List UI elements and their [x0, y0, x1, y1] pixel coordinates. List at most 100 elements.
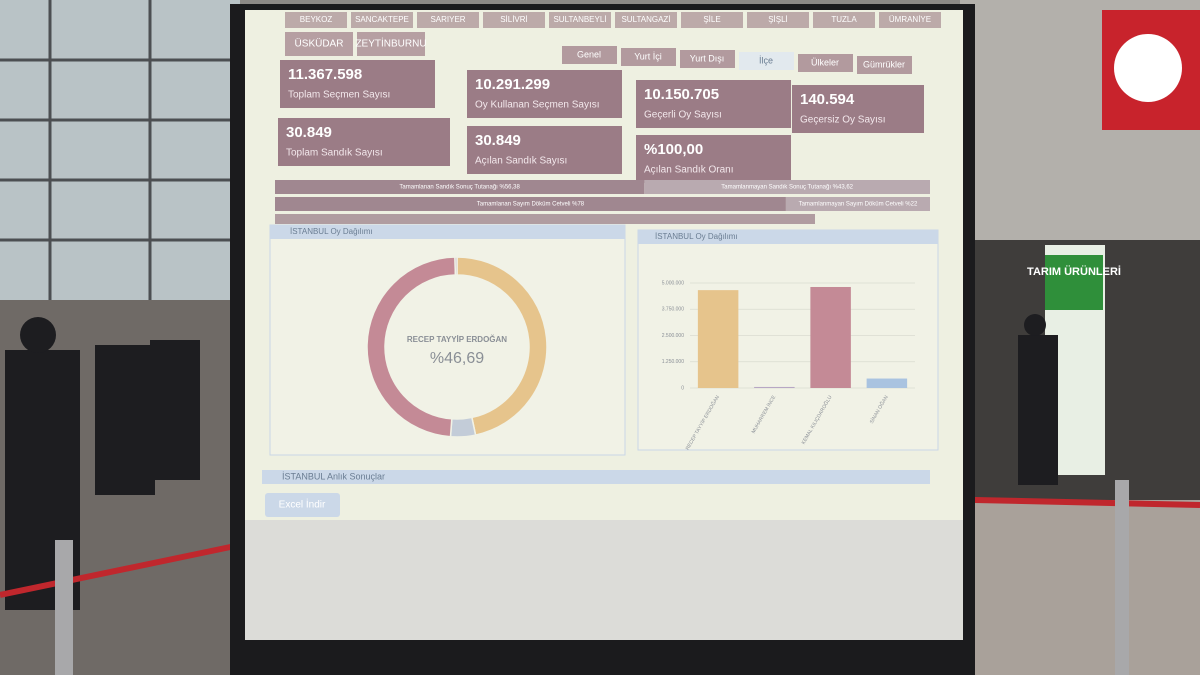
- stat-value: 11.367.598: [288, 66, 362, 83]
- district-tab: [747, 12, 809, 28]
- stat-value: 10.150.705: [644, 86, 719, 103]
- scope-tab: [680, 50, 735, 68]
- y-tick-label: 2.500.000: [662, 333, 684, 339]
- district-tab-label: SİLİVRİ: [500, 15, 528, 24]
- district-tab: [351, 12, 413, 28]
- district-tab-label: SARIYER: [430, 15, 465, 24]
- district-tab-label: ZEYTİNBURNU: [355, 37, 426, 50]
- scope-tab-label: Yurt İçi: [634, 51, 662, 61]
- progress-remaining: [644, 180, 930, 194]
- scope-tab-label: İlçe: [759, 55, 773, 65]
- progress-done: [275, 197, 786, 211]
- district-tab: [879, 12, 941, 28]
- panel-header: [270, 225, 625, 239]
- panel-title: İSTANBUL Oy Dağılımı: [655, 232, 738, 241]
- right-floor: [960, 500, 1200, 675]
- rope-barrier: [974, 497, 1200, 508]
- district-tab: [285, 12, 347, 28]
- stat-label: Açılan Sandık Sayısı: [475, 156, 567, 167]
- barrier-post: [55, 540, 73, 675]
- stat-box: [792, 85, 924, 133]
- stat-label: Geçersiz Oy Sayısı: [800, 115, 886, 126]
- bar: [754, 386, 795, 388]
- district-tab: [357, 32, 425, 56]
- y-tick-label: 3.750.000: [662, 307, 684, 313]
- stat-box: [467, 126, 622, 174]
- stat-box: [278, 118, 450, 166]
- district-tab-label: ŞİLE: [703, 15, 720, 24]
- stat-label: Açılan Sandık Oranı: [644, 165, 734, 176]
- scope-tab: [857, 56, 912, 74]
- results-header: [262, 470, 930, 484]
- scope-tab-label: Genel: [577, 49, 601, 59]
- court-emblem: [1114, 34, 1182, 102]
- scope-tab: [739, 52, 794, 70]
- sign-text: TARIM ÜRÜNLERİ: [1027, 265, 1121, 278]
- district-tab: [483, 12, 545, 28]
- y-tick-label: 5.000.000: [662, 280, 684, 286]
- panel-header: [638, 230, 938, 244]
- stat-value: 140.594: [800, 91, 855, 108]
- sign-header: [1045, 255, 1103, 310]
- bar: [810, 286, 851, 388]
- y-tick-label: 0: [681, 385, 684, 391]
- bar: [866, 378, 908, 388]
- stat-value: %100,00: [644, 141, 703, 158]
- stat-label: Oy Kullanan Seçmen Sayısı: [475, 100, 600, 111]
- district-tab-label: SANCAKTEPE: [355, 15, 409, 24]
- district-tab-label: SULTANBEYLİ: [553, 15, 606, 24]
- stat-label: Toplam Seçmen Sayısı: [288, 90, 390, 101]
- district-tab-label: TUZLA: [831, 15, 857, 24]
- window-wall: [0, 0, 240, 300]
- excel-button-label: Excel İndir: [279, 498, 326, 511]
- panel-title: İSTANBUL Oy Dağılımı: [290, 227, 373, 236]
- progress-done: [275, 180, 645, 194]
- district-tab: [417, 12, 479, 28]
- stat-label: Geçerli Oy Sayısı: [644, 110, 722, 121]
- progress-label: Tamamlanmayan Sandık Sonuç Tutanağı %43,…: [721, 185, 853, 191]
- stat-label: Toplam Sandık Sayısı: [286, 148, 383, 159]
- district-tab-label: ÜMRANİYE: [889, 15, 931, 24]
- scope-tab-label: Yurt Dışı: [690, 53, 725, 63]
- progress-label: Tamamlanmayan Sayım Döküm Cetveli %22: [799, 202, 918, 208]
- stat-value: 10.291.299: [475, 76, 550, 93]
- district-tab: [285, 32, 353, 56]
- scope-tab: [562, 46, 617, 64]
- people: [5, 314, 1058, 610]
- district-tab-label: SULTANGAZİ: [621, 15, 670, 24]
- progress-label: Tamamlanan Sayım Döküm Cetveli %78: [477, 202, 585, 208]
- stat-box: [467, 70, 622, 118]
- window-frames: [0, 0, 240, 300]
- dashboard: BEYKOZ SANCAKTEPE SARIYER SİLİVRİ SULTANBEYL…: [262, 12, 941, 517]
- district-tab: [549, 12, 611, 28]
- barrier-post: [1115, 480, 1129, 675]
- results-title: İSTANBUL Anlık Sonuçlar: [282, 471, 385, 481]
- stat-value: 30.849: [475, 132, 521, 149]
- district-tab: [813, 12, 875, 28]
- y-tick-label: 1.250.000: [662, 359, 684, 365]
- stat-box: [280, 60, 435, 108]
- donut-slice: [449, 416, 477, 438]
- district-tab-label: ÜSKÜDAR: [295, 38, 344, 50]
- stat-value: 30.849: [286, 124, 332, 141]
- scope-tab: [621, 48, 676, 66]
- progress-done: [275, 214, 815, 224]
- district-tab: [615, 12, 677, 28]
- scope-tab-label: Ülkeler: [811, 57, 839, 67]
- progress-remaining: [785, 197, 930, 211]
- district-tab-label: BEYKOZ: [300, 15, 333, 24]
- district-tab: [681, 12, 743, 28]
- scope-tab: [798, 54, 853, 72]
- bar-panel: [637, 229, 939, 451]
- stat-box: [636, 135, 791, 183]
- excel-button[interactable]: [265, 493, 340, 517]
- donut-center-value: %46,69: [430, 350, 484, 367]
- district-tab-label: ŞİŞLİ: [768, 15, 788, 24]
- stat-box: [636, 80, 791, 128]
- donut-slice: [454, 256, 458, 276]
- progress-label: Tamamlanan Sandık Sonuç Tutanağı %56,38: [399, 185, 520, 191]
- scope-tab-label: Gümrükler: [863, 59, 905, 69]
- donut-center-name: RECEP TAYYİP ERDOĞAN: [407, 335, 507, 344]
- bar: [697, 290, 739, 388]
